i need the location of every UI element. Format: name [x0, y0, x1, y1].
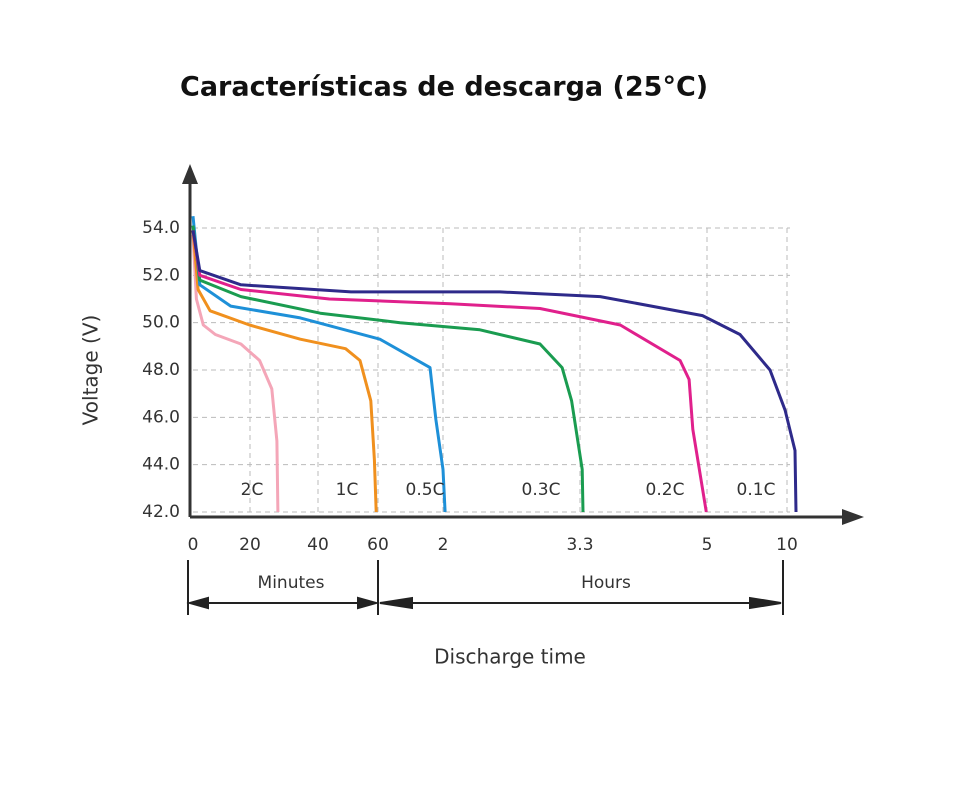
grid: [193, 227, 790, 513]
discharge-curve: [191, 230, 798, 513]
x-tick-label: 5: [702, 535, 713, 555]
x-tick-label: 40: [307, 535, 329, 555]
curve-label: 0.2C: [646, 480, 685, 500]
x-tick-label: 10: [776, 535, 798, 555]
y-tick-label: 42.0: [142, 502, 180, 522]
x-tick-label: 2: [438, 535, 449, 555]
x-tick-label: 60: [367, 535, 389, 555]
y-tick-label: 48.0: [142, 360, 180, 380]
chart-title: Características de descarga (25°C): [180, 72, 708, 103]
curve-label: 2C: [241, 480, 264, 500]
curve-label: 0.5C: [406, 480, 445, 500]
curve-label: 0.1C: [737, 480, 776, 500]
axes: [182, 164, 864, 525]
x-axis-label: Discharge time: [434, 645, 586, 669]
range-label: Minutes: [258, 573, 325, 593]
discharge-curve: [191, 230, 378, 513]
discharge-curve: [191, 216, 447, 513]
range-label: Hours: [581, 573, 631, 593]
y-tick-label: 46.0: [142, 407, 180, 427]
y-axis-label: Voltage (V): [79, 315, 103, 426]
curve-label: 1C: [336, 480, 359, 500]
y-tick-label: 50.0: [142, 313, 180, 333]
discharge-curve: [191, 225, 585, 513]
discharge-curve: [191, 235, 280, 513]
y-tick-label: 54.0: [142, 218, 180, 238]
x-tick-label: 20: [239, 535, 261, 555]
range-arrows: [186, 560, 784, 615]
x-tick-label: 3.3: [566, 535, 593, 555]
y-tick-label: 44.0: [142, 455, 180, 475]
discharge-curve: [191, 230, 708, 513]
curves: [191, 216, 798, 513]
x-tick-label: 0: [188, 535, 199, 555]
curve-label: 0.3C: [522, 480, 561, 500]
y-tick-label: 52.0: [142, 265, 180, 285]
